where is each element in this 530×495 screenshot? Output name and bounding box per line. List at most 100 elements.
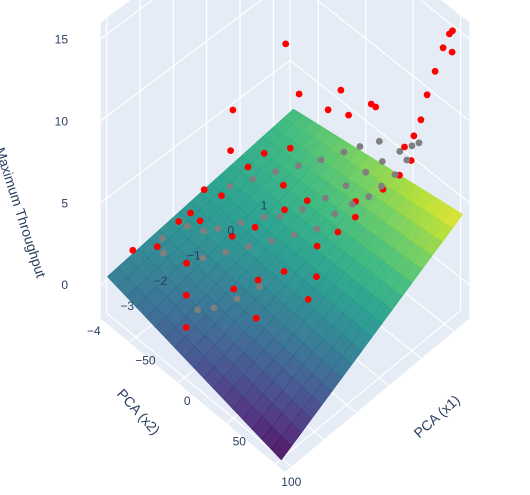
data-point[interactable]	[290, 231, 298, 239]
x-gridline	[274, 310, 461, 465]
data-point[interactable]	[378, 158, 386, 165]
data-point[interactable]	[351, 213, 359, 221]
data-point[interactable]	[391, 171, 399, 179]
data-point[interactable]	[403, 156, 411, 164]
z-gridline	[99, 59, 291, 204]
tick-labels: 0 5 10 15 −4 −3 −2 −1 0 1 −50 0 50 100	[55, 32, 302, 488]
data-point[interactable]	[337, 86, 345, 94]
data-point[interactable]	[348, 200, 356, 208]
data-point[interactable]	[199, 254, 207, 262]
data-point[interactable]	[187, 209, 194, 217]
data-point[interactable]	[228, 232, 236, 240]
data-point[interactable]	[260, 213, 267, 221]
z-tick-label: 5	[61, 196, 68, 210]
data-point[interactable]	[417, 116, 425, 124]
data-point[interactable]	[282, 40, 290, 48]
data-point[interactable]	[304, 296, 312, 303]
data-point[interactable]	[439, 44, 447, 52]
data-point[interactable]	[448, 48, 456, 56]
data-point[interactable]	[299, 205, 306, 213]
data-point[interactable]	[345, 111, 352, 119]
y-tick-label: 0	[227, 224, 234, 238]
data-point[interactable]	[256, 283, 263, 290]
data-point[interactable]	[365, 193, 373, 201]
data-point[interactable]	[375, 137, 383, 145]
data-point[interactable]	[324, 106, 332, 114]
data-point[interactable]	[214, 225, 222, 233]
data-point[interactable]	[313, 225, 321, 233]
z-tick-label: 15	[55, 32, 69, 46]
data-point[interactable]	[249, 175, 257, 183]
data-point[interactable]	[362, 168, 370, 176]
data-point[interactable]	[196, 217, 204, 225]
data-point[interactable]	[295, 90, 303, 98]
scatter-points	[129, 27, 456, 331]
data-point[interactable]	[237, 219, 245, 227]
data-point[interactable]	[313, 242, 321, 250]
data-point[interactable]	[276, 213, 284, 220]
x-tick-label: −50	[135, 353, 156, 367]
data-point[interactable]	[286, 144, 294, 152]
y-tick-label: −3	[120, 299, 134, 313]
data-point[interactable]	[194, 306, 202, 314]
data-point[interactable]	[321, 194, 329, 202]
data-point[interactable]	[334, 228, 342, 236]
z-gridline	[99, 0, 263, 122]
data-point[interactable]	[159, 234, 166, 242]
data-point[interactable]	[218, 192, 225, 200]
x-tick-label: 50	[233, 434, 247, 448]
data-point[interactable]	[233, 295, 241, 303]
data-point[interactable]	[342, 182, 350, 190]
data-point[interactable]	[272, 168, 279, 176]
data-point[interactable]	[317, 156, 325, 164]
data-point[interactable]	[331, 210, 339, 218]
data-point[interactable]	[280, 181, 287, 189]
data-point[interactable]	[268, 237, 275, 245]
data-point[interactable]	[408, 142, 416, 150]
y-tick-label: 1	[261, 199, 268, 213]
data-point[interactable]	[182, 324, 190, 331]
data-point[interactable]	[340, 148, 348, 156]
data-point[interactable]	[230, 285, 238, 293]
data-point[interactable]	[252, 314, 260, 322]
data-point[interactable]	[200, 227, 208, 235]
data-point[interactable]	[153, 243, 161, 251]
data-point[interactable]	[245, 243, 253, 250]
data-point[interactable]	[280, 268, 288, 275]
data-point[interactable]	[410, 132, 418, 140]
data-point[interactable]	[222, 248, 230, 256]
data-point[interactable]	[295, 162, 302, 170]
data-point[interactable]	[160, 249, 167, 257]
data-point[interactable]	[356, 143, 364, 150]
data-point[interactable]	[378, 182, 385, 190]
data-point[interactable]	[183, 291, 190, 299]
data-point[interactable]	[313, 273, 320, 281]
data-point[interactable]	[210, 304, 218, 312]
data-point[interactable]	[129, 246, 137, 254]
data-point[interactable]	[423, 91, 431, 99]
data-point[interactable]	[281, 206, 288, 214]
data-point[interactable]	[183, 222, 191, 230]
y-tick-label: −2	[154, 274, 168, 288]
data-point[interactable]	[415, 139, 423, 147]
data-point[interactable]	[251, 223, 259, 231]
data-point[interactable]	[183, 259, 191, 267]
data-point[interactable]	[401, 143, 408, 151]
data-point[interactable]	[254, 276, 262, 284]
data-point[interactable]	[175, 218, 183, 225]
data-point[interactable]	[396, 148, 404, 155]
data-point[interactable]	[227, 147, 235, 155]
z-tick-label: 0	[61, 278, 68, 292]
data-point[interactable]	[229, 106, 237, 114]
regression-surface	[106, 108, 464, 461]
data-point[interactable]	[200, 186, 208, 194]
data-point[interactable]	[244, 163, 252, 171]
data-point[interactable]	[449, 27, 456, 35]
data-point[interactable]	[431, 67, 439, 75]
y-axis-title: PCA (x2)	[114, 385, 163, 437]
data-point[interactable]	[303, 197, 311, 205]
data-point[interactable]	[226, 183, 234, 190]
data-point[interactable]	[372, 103, 380, 111]
data-point[interactable]	[260, 149, 268, 157]
